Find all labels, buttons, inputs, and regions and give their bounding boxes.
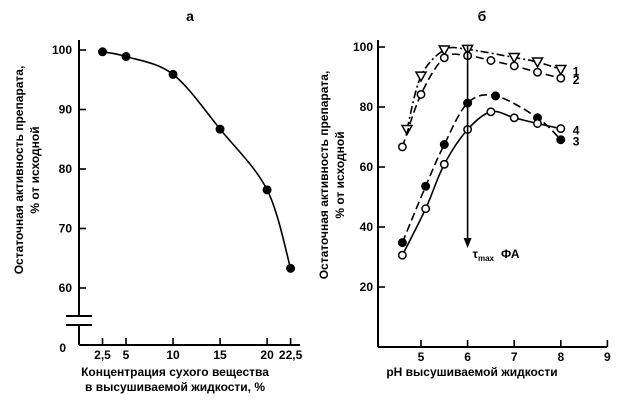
panel-a-data-point xyxy=(168,69,178,79)
panel-b-label: б xyxy=(478,8,487,24)
panel-b: б Остаточная активность препарата, % от … xyxy=(317,8,611,379)
tau-symbol: τ xyxy=(473,247,479,261)
panel-a-y-tick-label: 60 xyxy=(59,281,73,295)
panel-a-series-line xyxy=(102,51,292,269)
panel-b-y-tick-label: 100 xyxy=(353,40,373,54)
fa-label: ФА xyxy=(501,247,520,261)
panel-a-xlabel-line2: в высушиваемой жидкости, % xyxy=(85,380,265,394)
panel-a-y-tick-label: 90 xyxy=(59,103,73,117)
panel-a-xlabel-line1: Концентрация сухого вещества xyxy=(81,365,269,379)
panel-b-series-4-point xyxy=(439,159,449,169)
panel-a-x-tick-label: 15 xyxy=(213,348,227,362)
panel-a-data-point xyxy=(121,52,131,62)
panel-b-x-tick-label: 5 xyxy=(418,350,425,364)
panel-b-series-2-label: 2 xyxy=(573,73,580,87)
panel-a-y-zero-label: 0 xyxy=(59,341,66,355)
panel-b-series-1-point xyxy=(400,124,414,137)
panel-b-series-3-label: 3 xyxy=(573,135,580,149)
panel-b-series-4-point xyxy=(421,204,431,214)
panel-b-x-tick-label: 9 xyxy=(604,350,611,364)
panel-b-series-3-point xyxy=(421,181,431,191)
panel-b-series-2-point xyxy=(439,53,449,63)
panel-b-xlabel: pH высушиваемой жидкости xyxy=(386,365,557,379)
panel-b-y-tick-label: 20 xyxy=(360,280,374,294)
panel-b-x-tick-label: 8 xyxy=(557,350,564,364)
panel-a-y-tick-label: 80 xyxy=(59,162,73,176)
panel-b-series-3-point xyxy=(556,135,566,145)
panel-b-series-2-point xyxy=(416,89,426,99)
panel-b-series-1-point xyxy=(414,71,428,83)
panel-b-series-4-point xyxy=(397,250,407,260)
panel-b-x-tick-label: 7 xyxy=(511,350,518,364)
panel-a-data-point xyxy=(262,185,272,195)
panel-a-series xyxy=(98,47,296,273)
panel-b-series-2-point xyxy=(556,73,566,83)
panel-a-x-ticks: 2,5 5 10 15 20 22,5 xyxy=(94,338,303,362)
panel-b-ylabel-line1: Остаточная активность препарата, xyxy=(317,71,331,280)
panel-a-y-ticks: 60 70 80 90 100 xyxy=(52,43,86,295)
panel-b-series-3-point xyxy=(397,238,407,248)
panel-b-annotation: τmax ФА xyxy=(463,45,520,263)
panel-b-series-2-point xyxy=(533,67,542,77)
panel-b-series-2-point xyxy=(397,142,407,152)
panel-b-y-tick-label: 40 xyxy=(360,220,374,234)
panel-a-x-tick-label: 5 xyxy=(123,348,130,362)
tau-subscript: max xyxy=(478,254,495,263)
panel-a-ylabel-line1: Остаточная активность препарата, xyxy=(12,66,26,275)
tau-max-arrow-head xyxy=(463,238,472,248)
panel-b-series: 12 34 xyxy=(397,44,580,260)
panel-b-series-4-point xyxy=(556,124,566,134)
panel-b-ylabel-line2: % от исходной xyxy=(333,131,347,218)
panel-b-series-1-label: 1 xyxy=(573,65,580,79)
tau-max-label: τmax ФА xyxy=(473,247,520,263)
panel-b-series-2-point xyxy=(486,56,496,65)
panel-a-y-tick-label: 70 xyxy=(59,222,73,236)
panel-a-data-point xyxy=(215,124,225,134)
panel-a-data-point xyxy=(286,263,296,273)
panel-b-series-1-point xyxy=(438,45,451,57)
panel-a-x-tick-label: 2,5 xyxy=(94,348,111,362)
panel-b-series-1-point xyxy=(531,57,544,69)
panel-b-series-4-label: 4 xyxy=(573,124,580,138)
panel-b-series-2-point xyxy=(509,61,519,71)
panel-b-y-ticks: 20 40 60 80 100 xyxy=(353,40,385,294)
panel-b-x-tick-label: 6 xyxy=(464,350,471,364)
panel-b-series-3-point xyxy=(439,140,449,149)
panel-a-x-tick-label: 10 xyxy=(166,348,180,362)
panel-b-series-1-point xyxy=(554,64,568,77)
panel-a-data-point xyxy=(98,47,108,57)
panel-b-series-1-point xyxy=(507,52,521,65)
panel-b-y-tick-label: 60 xyxy=(360,160,374,174)
panel-b-series-4-point xyxy=(533,119,542,128)
panel-a-x-tick-label: 22,5 xyxy=(279,348,303,362)
panel-a-x-tick-label: 20 xyxy=(260,348,274,362)
panel-a: а Остаточная активность препарата, % от … xyxy=(12,8,303,394)
panel-b-y-tick-label: 80 xyxy=(360,100,374,114)
panel-a-label: а xyxy=(186,8,194,24)
panel-b-series-4-point xyxy=(509,113,519,123)
panel-b-x-ticks: 5 6 7 8 9 xyxy=(418,340,611,364)
panel-b-series-3-point xyxy=(491,91,501,101)
panel-a-ylabel-line2: % от исходной xyxy=(28,126,42,213)
panel-a-y-tick-label: 100 xyxy=(52,43,72,57)
panel-b-series-4-point xyxy=(486,107,496,117)
